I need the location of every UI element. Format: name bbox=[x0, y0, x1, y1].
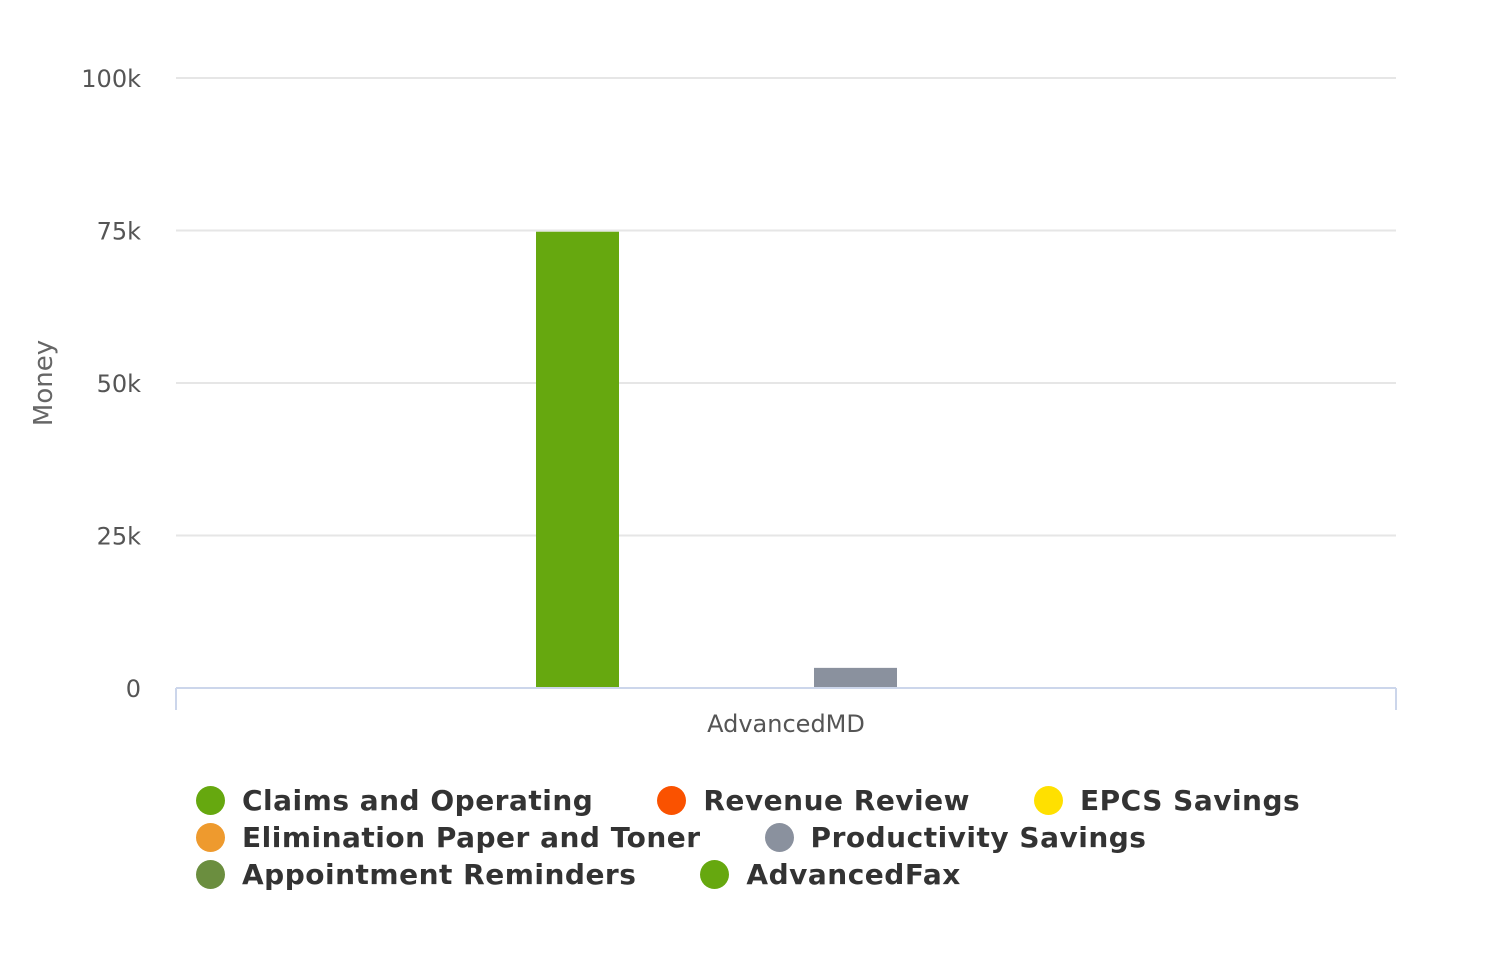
legend-marker-icon bbox=[196, 860, 225, 889]
x-axis-labels: AdvancedMD bbox=[707, 710, 865, 738]
legend-label: Elimination Paper and Toner bbox=[242, 821, 701, 854]
bar-claims-and-operating bbox=[536, 231, 619, 688]
legend-marker-icon bbox=[764, 823, 794, 852]
y-tick-label: 50k bbox=[97, 370, 142, 398]
grid-lines bbox=[176, 77, 1396, 537]
legend-row: Claims and Operating Revenue Review EPCS S… bbox=[196, 782, 1300, 819]
legend-label: Appointment Reminders bbox=[242, 858, 637, 891]
legend-label: Revenue Review bbox=[703, 784, 971, 817]
legend-item[interactable]: EPCS Savings bbox=[1034, 784, 1300, 817]
y-axis-title: Money bbox=[29, 340, 59, 426]
bar-productivity-savings bbox=[814, 667, 897, 688]
bar-chart: 0 25k 50k 75k 100k AdvancedMD Money bbox=[29, 65, 1397, 738]
x-tick-label: AdvancedMD bbox=[707, 710, 865, 738]
x-axis bbox=[175, 687, 1397, 710]
legend-marker-icon bbox=[657, 786, 687, 815]
y-tick-label: 0 bbox=[126, 675, 141, 703]
legend-row: Elimination Paper and Toner Productivity … bbox=[196, 819, 1296, 856]
legend-item[interactable]: AdvancedFax bbox=[700, 858, 960, 891]
legend-label: AdvancedFax bbox=[746, 858, 961, 891]
legend-marker-icon bbox=[196, 823, 225, 852]
legend-marker-icon bbox=[700, 860, 730, 889]
y-axis-ticks: 0 25k 50k 75k 100k bbox=[81, 65, 141, 703]
y-tick-label: 75k bbox=[97, 218, 142, 246]
legend-item[interactable]: Productivity Savings bbox=[764, 821, 1147, 854]
legend-marker-icon bbox=[196, 786, 225, 815]
legend-item[interactable]: Revenue Review bbox=[657, 784, 970, 817]
bars bbox=[536, 231, 897, 688]
legend-item[interactable]: Claims and Operating bbox=[196, 784, 593, 817]
legend-item[interactable]: Appointment Reminders bbox=[196, 858, 636, 891]
legend-label: EPCS Savings bbox=[1080, 784, 1301, 817]
legend: Claims and Operating Revenue Review EPCS S… bbox=[196, 782, 1300, 893]
legend-row: Appointment Reminders AdvancedFax bbox=[196, 856, 1296, 893]
legend-item[interactable]: Elimination Paper and Toner bbox=[196, 821, 701, 854]
legend-label: Productivity Savings bbox=[810, 821, 1147, 854]
legend-label: Claims and Operating bbox=[242, 784, 594, 817]
legend-marker-icon bbox=[1034, 786, 1064, 815]
y-tick-label: 100k bbox=[81, 65, 141, 93]
y-tick-label: 25k bbox=[97, 523, 142, 551]
